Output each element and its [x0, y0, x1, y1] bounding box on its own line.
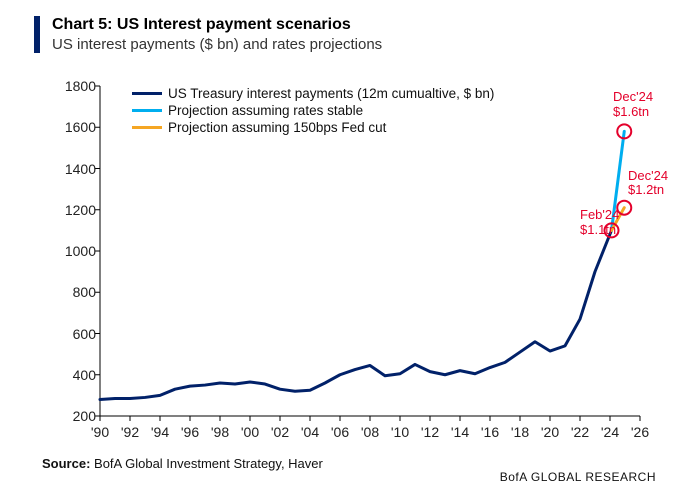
- legend-item: US Treasury interest payments (12m cumua…: [132, 86, 494, 101]
- x-tick-label: '16: [481, 424, 499, 440]
- x-tick-label: '06: [331, 424, 349, 440]
- legend-swatch: [132, 126, 162, 129]
- x-tick-label: '10: [391, 424, 409, 440]
- y-tick-label: 1200: [48, 202, 96, 218]
- x-tick-label: '00: [241, 424, 259, 440]
- legend-item: Projection assuming 150bps Fed cut: [132, 120, 494, 135]
- y-tick-label: 600: [48, 326, 96, 342]
- x-tick-label: '04: [301, 424, 319, 440]
- x-tick-label: '24: [601, 424, 619, 440]
- x-tick-label: '12: [421, 424, 439, 440]
- y-tick-label: 1600: [48, 119, 96, 135]
- legend-label: Projection assuming rates stable: [168, 103, 363, 118]
- legend-label: Projection assuming 150bps Fed cut: [168, 120, 386, 135]
- x-tick-label: '26: [631, 424, 649, 440]
- x-tick-label: '96: [181, 424, 199, 440]
- legend-swatch: [132, 92, 162, 95]
- source-line: Source: BofA Global Investment Strategy,…: [42, 456, 323, 471]
- x-tick-label: '98: [211, 424, 229, 440]
- y-tick-label: 1000: [48, 243, 96, 259]
- x-tick-label: '94: [151, 424, 169, 440]
- x-tick-label: '22: [571, 424, 589, 440]
- y-tick-label: 1800: [48, 78, 96, 94]
- legend-item: Projection assuming rates stable: [132, 103, 494, 118]
- brand-label: BofA GLOBAL RESEARCH: [500, 470, 656, 484]
- x-tick-label: '02: [271, 424, 289, 440]
- legend-swatch: [132, 109, 162, 112]
- x-tick-label: '92: [121, 424, 139, 440]
- x-tick-label: '90: [91, 424, 109, 440]
- title-block: Chart 5: US Interest payment scenarios U…: [34, 16, 382, 53]
- y-tick-label: 1400: [48, 161, 96, 177]
- legend: US Treasury interest payments (12m cumua…: [132, 86, 494, 137]
- annotation-label: Feb'24$1.1tn: [580, 208, 619, 238]
- source-text: BofA Global Investment Strategy, Haver: [94, 456, 323, 471]
- y-tick-label: 200: [48, 408, 96, 424]
- legend-label: US Treasury interest payments (12m cumua…: [168, 86, 494, 101]
- x-tick-label: '20: [541, 424, 559, 440]
- annotation-label: Dec'24$1.2tn: [628, 169, 668, 199]
- chart-subtitle: US interest payments ($ bn) and rates pr…: [52, 36, 382, 53]
- x-tick-label: '14: [451, 424, 469, 440]
- y-tick-label: 800: [48, 284, 96, 300]
- y-tick-label: 400: [48, 367, 96, 383]
- chart-title: Chart 5: US Interest payment scenarios: [52, 16, 382, 34]
- x-tick-label: '08: [361, 424, 379, 440]
- chart-plot: US Treasury interest payments (12m cumua…: [44, 80, 644, 450]
- annotation-label: Dec'24$1.6tn: [613, 90, 653, 120]
- source-label: Source:: [42, 456, 90, 471]
- x-tick-label: '18: [511, 424, 529, 440]
